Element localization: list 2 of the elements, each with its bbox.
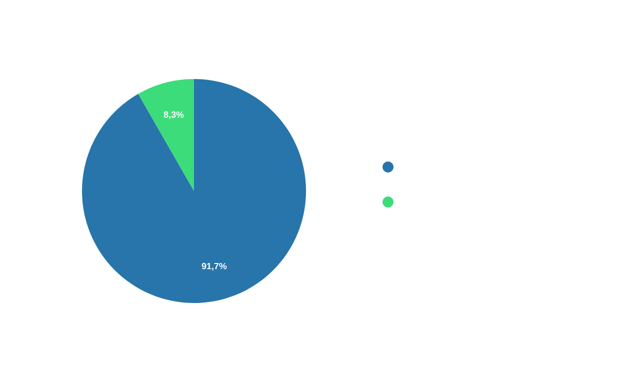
data-label: 91,7% bbox=[202, 262, 227, 271]
data-label: 8,3% bbox=[164, 111, 184, 120]
